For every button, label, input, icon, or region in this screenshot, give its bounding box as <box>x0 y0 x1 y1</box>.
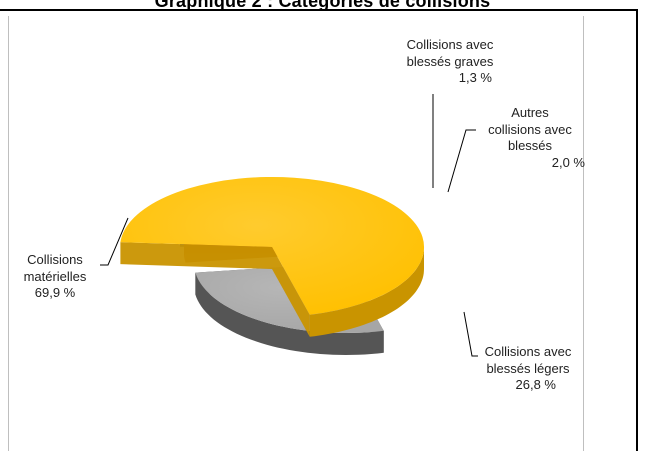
label-legers-line1: Collisions avec <box>484 344 572 359</box>
label-autres-line1: Autres <box>511 105 549 120</box>
pie-slice-materielles <box>120 176 425 337</box>
label-legers-line2: blessés légers <box>486 360 570 376</box>
label-graves-line2: blessés graves <box>406 53 494 69</box>
chart-title: Graphique 2 : Catégories de collisions <box>154 0 491 11</box>
label-autres-line3: blessés <box>507 138 553 153</box>
label-autres-line2: collisions avec <box>488 121 572 137</box>
chart-panel <box>8 16 584 451</box>
leader-line-legers <box>463 311 478 357</box>
pie-slice-side-legers <box>195 272 384 355</box>
label-materielles-line2: matérielles <box>23 268 87 284</box>
value-autres: 2,0 % <box>551 154 585 170</box>
value-legers: 26,8 % <box>515 377 556 392</box>
label-materielles: Collisions matérielles 69,9 % <box>14 252 96 302</box>
label-graves-line1: Collisions avec <box>406 37 494 52</box>
leader-line-autres <box>447 129 476 193</box>
pie-slice-wall-materielles-1 <box>272 247 310 337</box>
label-materielles-line1: Collisions <box>27 252 83 267</box>
leader-line-materielles <box>100 217 129 266</box>
label-graves: Collisions avec blessés graves 1,3 % <box>390 37 510 87</box>
title-rule <box>0 9 637 11</box>
pie-slice-side-materielles <box>309 247 424 337</box>
value-graves: 1,3 % <box>458 70 492 85</box>
label-legers: Collisions avec blessés légers 26,8 % <box>472 344 584 394</box>
value-materielles: 69,9 % <box>34 285 76 300</box>
label-autres: Autres collisions avec blessés 2,0 % <box>475 105 585 171</box>
frame-right-edge <box>636 9 638 451</box>
pie-slice-wall-materielles-0 <box>120 242 273 269</box>
